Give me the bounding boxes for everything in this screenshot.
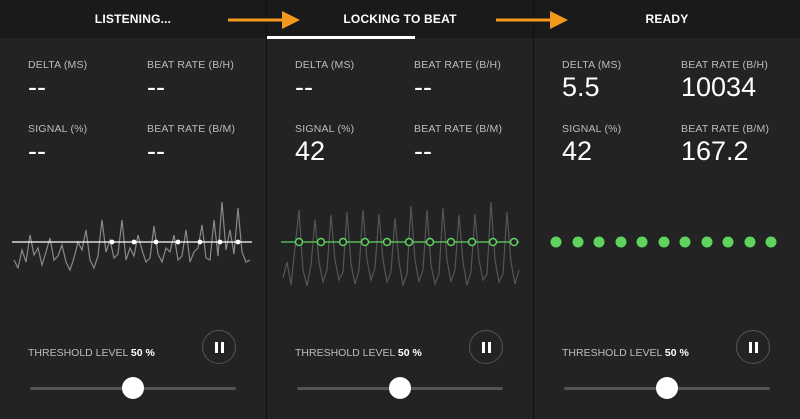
pause-button[interactable]: [469, 330, 503, 364]
delta-label: DELTA (MS): [562, 59, 622, 71]
beat-rate-bm-value: 167.2: [681, 136, 749, 166]
threshold-label: THRESHOLD LEVEL: [562, 347, 662, 359]
signal-label: SIGNAL (%): [295, 123, 355, 135]
panel-title: READY: [645, 12, 689, 26]
panel-ready: READY DELTA (MS) 5.5 BEAT RATE (B/H) 100…: [534, 0, 800, 419]
waveform-line: [282, 201, 520, 288]
beat-rate-bm-label: BEAT RATE (B/M): [147, 123, 236, 135]
delta-value: --: [28, 72, 46, 102]
panel-listening: LISTENING... DELTA (MS) -- BEAT RATE (B/…: [0, 0, 266, 419]
beat-marker: [593, 236, 605, 248]
beat-rate-bh-label: BEAT RATE (B/H): [147, 59, 235, 71]
beat-marker: [572, 236, 584, 248]
beat-rate-bm-label: BEAT RATE (B/M): [414, 123, 503, 135]
beat-marker: [722, 236, 734, 248]
beat-marker: [550, 236, 562, 248]
beat-rate-bm-value: --: [414, 136, 432, 166]
threshold-slider-knob[interactable]: [656, 377, 678, 399]
arrow-right-icon: [228, 11, 300, 29]
panel-title: LOCKING TO BEAT: [343, 12, 457, 26]
beat-rate-bh-value: --: [147, 72, 165, 102]
panel-header: READY: [534, 0, 800, 38]
signal-label: SIGNAL (%): [28, 123, 88, 135]
signal-label: SIGNAL (%): [562, 123, 622, 135]
beat-marker: [658, 236, 670, 248]
panel-header: LOCKING TO BEAT: [267, 0, 533, 39]
beat-marker: [446, 237, 456, 247]
divider: [533, 0, 534, 419]
beat-rate-bm-value: --: [147, 136, 165, 166]
beat-markers: [550, 236, 777, 248]
beat-marker: [467, 237, 477, 247]
beat-rate-bh-label: BEAT RATE (B/H): [414, 59, 502, 71]
beat-rate-bh-value: 10034: [681, 72, 757, 102]
beat-marker: [153, 239, 159, 245]
panel-locking: LOCKING TO BEAT DELTA (MS) -- BEAT RATE …: [267, 0, 533, 419]
pause-icon: [215, 342, 218, 353]
beat-marker: [382, 237, 392, 247]
beat-marker: [360, 237, 370, 247]
threshold-level: THRESHOLD LEVEL 50 %: [562, 347, 689, 359]
beat-marker: [131, 239, 137, 245]
threshold-level: THRESHOLD LEVEL 50 %: [28, 347, 155, 359]
beat-marker: [404, 237, 414, 247]
threshold-value: 50 %: [397, 347, 422, 359]
arrow-right-icon: [496, 11, 568, 29]
beat-markers: [109, 239, 241, 245]
beat-marker: [235, 239, 241, 245]
pause-button[interactable]: [202, 330, 236, 364]
beat-dots: [550, 236, 777, 248]
signal-value: 42: [295, 136, 326, 166]
threshold-value: 50 %: [130, 347, 155, 359]
threshold-slider-knob[interactable]: [389, 377, 411, 399]
beat-marker: [744, 236, 756, 248]
beat-marker: [217, 239, 223, 245]
beat-marker: [109, 239, 115, 245]
threshold-value: 50 %: [664, 347, 689, 359]
pause-icon: [749, 342, 752, 353]
signal-value: --: [28, 136, 46, 166]
beat-marker: [488, 237, 498, 247]
waveform: [281, 201, 520, 288]
beat-marker: [765, 236, 777, 248]
beat-rate-bh-label: BEAT RATE (B/H): [681, 59, 769, 71]
beat-marker: [425, 237, 435, 247]
waveform-line: [13, 201, 251, 272]
beat-marker: [294, 237, 304, 247]
threshold-slider-knob[interactable]: [122, 377, 144, 399]
signal-value: 42: [562, 136, 593, 166]
delta-label: DELTA (MS): [295, 59, 355, 71]
delta-value: 5.5: [562, 72, 600, 102]
beat-marker: [701, 236, 713, 248]
panel-title: LISTENING...: [94, 12, 172, 26]
beat-marker: [636, 236, 648, 248]
divider: [266, 0, 267, 419]
beat-rate-bh-value: --: [414, 72, 432, 102]
beat-marker: [615, 236, 627, 248]
beat-markers: [294, 237, 519, 247]
panel-header: LISTENING...: [0, 0, 266, 38]
beat-marker: [679, 236, 691, 248]
pause-button[interactable]: [736, 330, 770, 364]
threshold-level: THRESHOLD LEVEL 50 %: [295, 347, 422, 359]
progress-underline: [267, 36, 415, 39]
beat-marker: [175, 239, 181, 245]
delta-value: --: [295, 72, 313, 102]
beat-marker: [197, 239, 203, 245]
beat-marker: [509, 237, 519, 247]
threshold-label: THRESHOLD LEVEL: [28, 347, 128, 359]
delta-label: DELTA (MS): [28, 59, 88, 71]
pause-icon: [482, 342, 485, 353]
beat-marker: [316, 237, 326, 247]
waveform: [12, 201, 252, 272]
threshold-label: THRESHOLD LEVEL: [295, 347, 395, 359]
beat-rate-bm-label: BEAT RATE (B/M): [681, 123, 770, 135]
beat-marker: [338, 237, 348, 247]
